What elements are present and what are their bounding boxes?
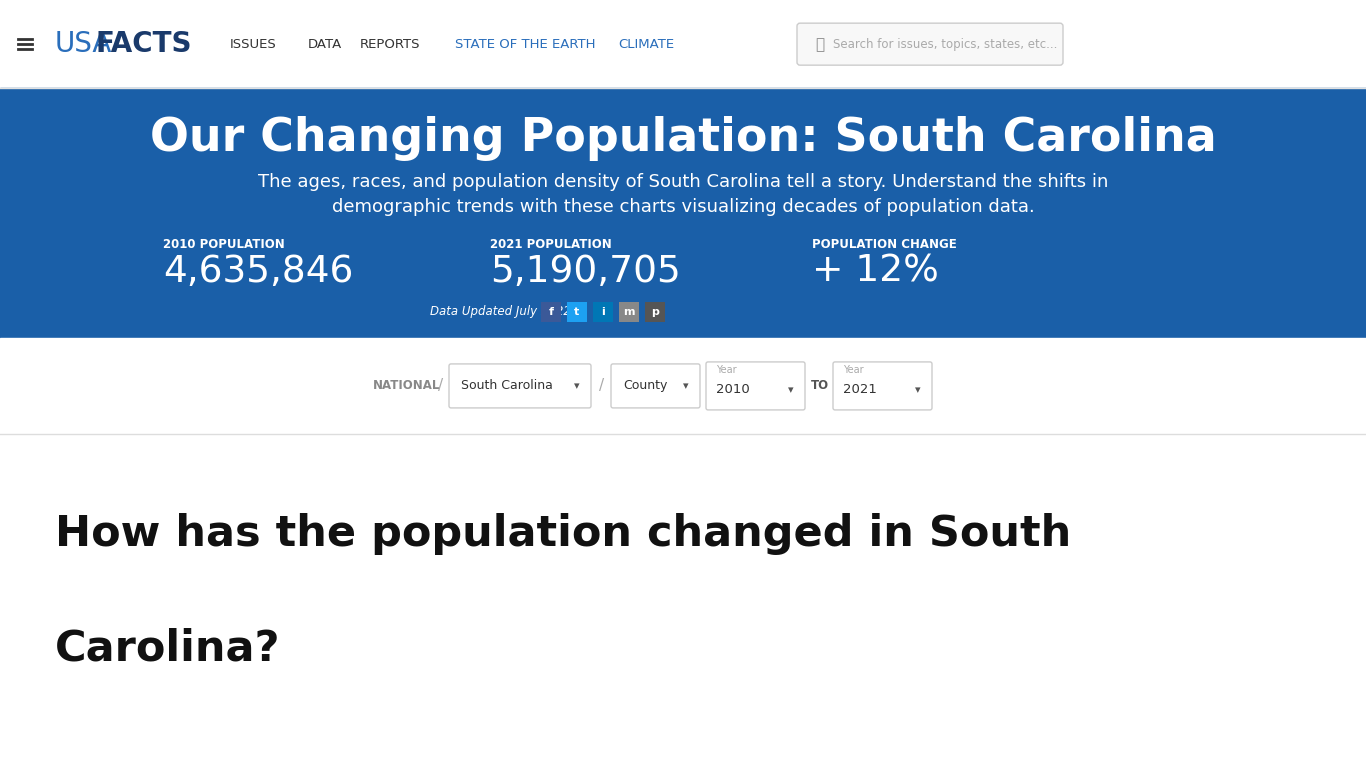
Text: 2021 POPULATION: 2021 POPULATION [490,238,612,251]
Text: f: f [549,306,553,316]
Text: ▾: ▾ [574,381,579,391]
Text: Year: Year [843,365,863,375]
FancyBboxPatch shape [541,302,561,322]
Text: 2021: 2021 [843,383,877,396]
Text: FACTS: FACTS [96,30,193,58]
Text: 5,190,705: 5,190,705 [490,253,680,290]
Text: STATE OF THE EARTH: STATE OF THE EARTH [455,38,596,51]
Text: ⌕: ⌕ [816,37,824,51]
Text: 2010 POPULATION: 2010 POPULATION [163,238,284,251]
Text: ▾: ▾ [788,385,794,395]
Text: ▾: ▾ [915,385,921,395]
FancyBboxPatch shape [796,23,1063,65]
Text: m: m [623,306,635,316]
Text: i: i [601,306,605,316]
Bar [0,0,1366,88]
Text: The ages, races, and population density of South Carolina tell a story. Understa: The ages, races, and population density … [258,173,1108,191]
Text: DATA: DATA [307,38,343,51]
FancyBboxPatch shape [567,302,587,322]
Text: South Carolina: South Carolina [460,379,553,392]
FancyBboxPatch shape [449,364,591,408]
Text: USA: USA [55,30,112,58]
Text: TO: TO [811,379,829,392]
Text: REPORTS: REPORTS [361,38,421,51]
Text: ▾: ▾ [683,381,688,391]
Text: + 12%: + 12% [811,253,938,290]
Text: demographic trends with these charts visualizing decades of population data.: demographic trends with these charts vis… [332,198,1034,216]
FancyBboxPatch shape [593,302,613,322]
Bar [0,88,1366,338]
Text: 2010: 2010 [716,383,750,396]
FancyBboxPatch shape [645,302,665,322]
Text: Data Updated July 2022: Data Updated July 2022 [430,305,571,318]
Text: /: / [600,379,604,393]
Text: /: / [438,379,443,393]
Text: t: t [574,306,579,316]
Bar [0,338,1366,434]
Text: Year: Year [716,365,736,375]
Text: POPULATION CHANGE: POPULATION CHANGE [811,238,956,251]
FancyBboxPatch shape [619,302,639,322]
FancyBboxPatch shape [706,362,805,410]
Text: County: County [623,379,668,392]
Text: Our Changing Population: South Carolina: Our Changing Population: South Carolina [150,116,1216,161]
Text: NATIONAL: NATIONAL [373,379,440,392]
Text: p: p [652,306,658,316]
Text: Carolina?: Carolina? [55,628,280,670]
FancyBboxPatch shape [833,362,932,410]
Text: CLIMATE: CLIMATE [617,38,675,51]
Text: How has the population changed in South: How has the population changed in South [55,513,1071,554]
Text: Search for issues, topics, states, etc...: Search for issues, topics, states, etc..… [833,38,1057,51]
FancyBboxPatch shape [611,364,699,408]
Text: 4,635,846: 4,635,846 [163,253,354,290]
Text: ISSUES: ISSUES [229,38,277,51]
